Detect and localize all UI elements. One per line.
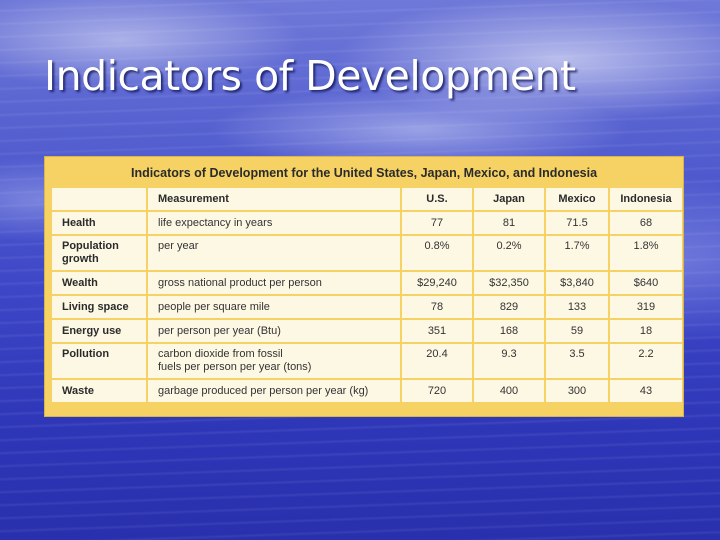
- table-row: Pollution carbon dioxide from fossil fue…: [52, 344, 682, 378]
- measurement-cell: life expectancy in years: [148, 212, 400, 234]
- indicator-cell: Population growth: [52, 236, 146, 270]
- indonesia-value-cell: 2.2: [610, 344, 682, 378]
- header-indicator: [52, 188, 146, 210]
- japan-value-cell: $32,350: [474, 272, 544, 294]
- header-japan: Japan: [474, 188, 544, 210]
- table-caption: Indicators of Development for the United…: [130, 166, 598, 180]
- us-value-cell: 0.8%: [402, 236, 472, 270]
- indonesia-value-cell: 43: [610, 380, 682, 402]
- table-row: Energy use per person per year (Btu) 351…: [52, 320, 682, 342]
- indicator-cell: Wealth: [52, 272, 146, 294]
- japan-value-cell: 0.2%: [474, 236, 544, 270]
- mexico-value-cell: 3.5: [546, 344, 608, 378]
- header-indonesia: Indonesia: [610, 188, 682, 210]
- slide-title: Indicators of Development: [44, 52, 576, 100]
- indonesia-value-cell: 68: [610, 212, 682, 234]
- japan-value-cell: 81: [474, 212, 544, 234]
- us-value-cell: 351: [402, 320, 472, 342]
- table-row: Population growth per year 0.8% 0.2% 1.7…: [52, 236, 682, 270]
- indonesia-value-cell: $640: [610, 272, 682, 294]
- table-row: Wealth gross national product per person…: [52, 272, 682, 294]
- header-us: U.S.: [402, 188, 472, 210]
- indicator-cell: Energy use: [52, 320, 146, 342]
- table-row: Living space people per square mile 78 8…: [52, 296, 682, 318]
- indicator-cell: Health: [52, 212, 146, 234]
- mexico-value-cell: 300: [546, 380, 608, 402]
- header-measurement: Measurement: [148, 188, 400, 210]
- indicators-table: Measurement U.S. Japan Mexico Indonesia …: [50, 186, 684, 404]
- indicator-cell: Waste: [52, 380, 146, 402]
- measurement-cell: per year: [148, 236, 400, 270]
- mexico-value-cell: 1.7%: [546, 236, 608, 270]
- us-value-cell: 77: [402, 212, 472, 234]
- header-mexico: Mexico: [546, 188, 608, 210]
- mexico-value-cell: 71.5: [546, 212, 608, 234]
- japan-value-cell: 9.3: [474, 344, 544, 378]
- measurement-cell: gross national product per person: [148, 272, 400, 294]
- indonesia-value-cell: 18: [610, 320, 682, 342]
- us-value-cell: 20.4: [402, 344, 472, 378]
- measurement-cell: per person per year (Btu): [148, 320, 400, 342]
- indonesia-value-cell: 1.8%: [610, 236, 682, 270]
- indicators-table-card: Indicators of Development for the United…: [44, 156, 684, 417]
- measurement-cell: carbon dioxide from fossil fuels per per…: [148, 344, 400, 378]
- japan-value-cell: 168: [474, 320, 544, 342]
- indicator-cell: Living space: [52, 296, 146, 318]
- table-header-row: Measurement U.S. Japan Mexico Indonesia: [52, 188, 682, 210]
- indicator-cell: Pollution: [52, 344, 146, 378]
- table-row: Health life expectancy in years 77 81 71…: [52, 212, 682, 234]
- japan-value-cell: 400: [474, 380, 544, 402]
- indonesia-value-cell: 319: [610, 296, 682, 318]
- us-value-cell: $29,240: [402, 272, 472, 294]
- table-row: Waste garbage produced per person per ye…: [52, 380, 682, 402]
- measurement-cell: garbage produced per person per year (kg…: [148, 380, 400, 402]
- measurement-cell: people per square mile: [148, 296, 400, 318]
- mexico-value-cell: 133: [546, 296, 608, 318]
- mexico-value-cell: 59: [546, 320, 608, 342]
- japan-value-cell: 829: [474, 296, 544, 318]
- us-value-cell: 720: [402, 380, 472, 402]
- us-value-cell: 78: [402, 296, 472, 318]
- mexico-value-cell: $3,840: [546, 272, 608, 294]
